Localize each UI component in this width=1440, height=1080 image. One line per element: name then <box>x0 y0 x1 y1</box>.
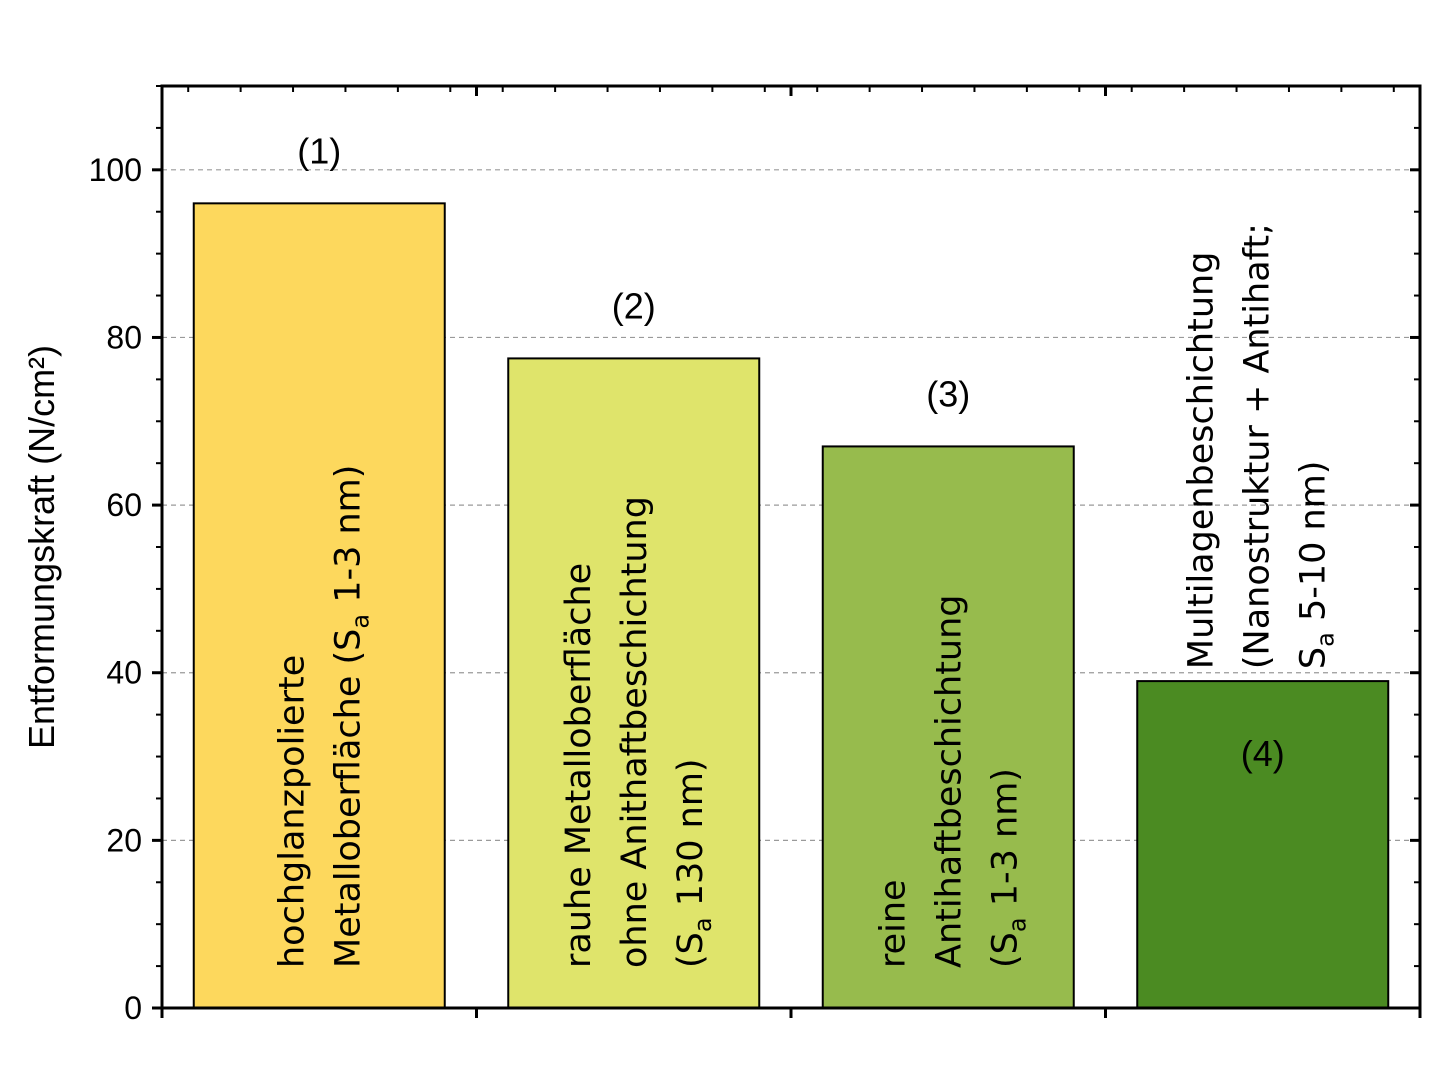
y-tick-label: 40 <box>106 655 142 691</box>
category-label: (1) <box>297 130 341 171</box>
y-tick-label: 80 <box>106 319 142 355</box>
bar-text-line: (Nanostruktur + Antihaft; <box>1237 223 1277 669</box>
bar-text-line: reine <box>874 879 914 968</box>
bar-text-line: Metalloberfläche (Sa 1-3 nm) <box>329 465 375 968</box>
category-label: (2) <box>612 285 656 326</box>
bar-text-line: (Sa 1-3 nm) <box>986 768 1032 968</box>
bar <box>507 357 761 1009</box>
bar <box>1136 680 1390 1009</box>
y-tick-label: 100 <box>89 152 142 188</box>
y-tick-label: 60 <box>106 487 142 523</box>
category-label: (4) <box>1241 733 1285 774</box>
bar <box>192 202 446 1009</box>
y-axis-title: Entformungskraft (N/cm²) <box>21 345 62 749</box>
bar-text-line: (Sa 130 nm) <box>671 758 717 968</box>
bar <box>821 445 1075 1010</box>
y-axis-ticks: 0 20 40 60 80 100 <box>89 85 1422 1026</box>
bars <box>192 202 1390 1010</box>
bar-text-line: Multilagenbeschichtung <box>1181 252 1221 670</box>
bar-text-line: Antihaftbeschichtung <box>930 595 970 969</box>
category-label: (3) <box>926 373 970 414</box>
bar-text-line: hochglanzpolierte <box>273 655 313 968</box>
bar-text-line: Sa 5-10 nm) <box>1293 461 1339 670</box>
bar-text-line: rauhe Metalloberfläche <box>559 563 599 968</box>
y-tick-label: 20 <box>106 822 142 858</box>
bar-text-line: ohne Anithaftbeschichtung <box>615 496 655 968</box>
y-tick-label: 0 <box>124 990 142 1026</box>
bar-text-labels: hochglanzpolierte Metalloberfläche (Sa 1-… <box>273 223 1340 968</box>
category-labels: (1) (2) (3) (4) <box>297 130 1285 774</box>
